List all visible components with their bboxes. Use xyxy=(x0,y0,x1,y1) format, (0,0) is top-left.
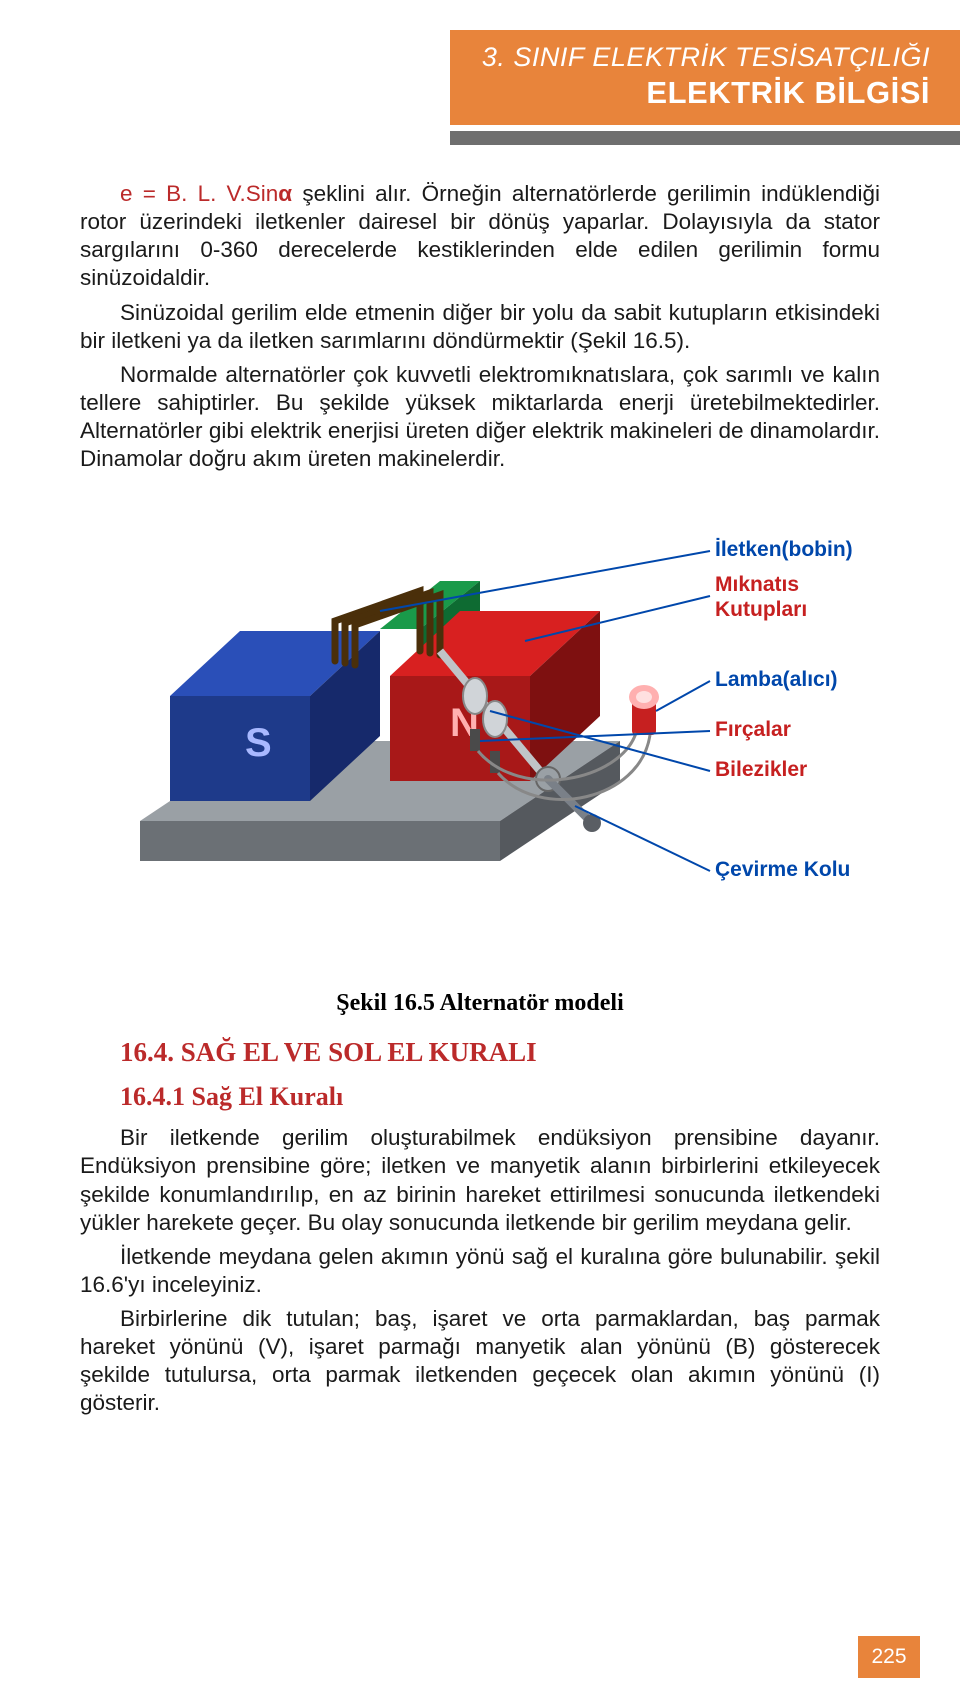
svg-text:S: S xyxy=(245,721,272,765)
page-number: 225 xyxy=(858,1636,920,1678)
page-header: 3. SINIF ELEKTRİK TESİSATÇILIĞI ELEKTRİK… xyxy=(450,30,960,145)
formula-expression: e = B. L. V.Sinα xyxy=(120,181,292,206)
callout-fircalar: Fırçalar xyxy=(715,718,791,741)
paragraph-6: Birbirlerine dik tutulan; baş, işaret ve… xyxy=(80,1305,880,1418)
callout-miknatislar-2: Kutupları xyxy=(715,598,807,621)
page-content: e = B. L. V.Sinα şeklini alır. Örneğin a… xyxy=(80,180,880,1424)
figure-alternator: S N xyxy=(80,501,880,966)
header-title: ELEKTRİK BİLGİSİ xyxy=(480,75,930,111)
callout-kol: Çevirme Kolu xyxy=(715,858,850,881)
paragraph-3: Normalde alternatörler çok kuvvetli elek… xyxy=(80,361,880,474)
paragraph-4: Bir iletkende gerilim oluşturabilmek end… xyxy=(80,1124,880,1237)
section-heading-16-4: 16.4. SAĞ EL VE SOL EL KURALI xyxy=(80,1037,880,1068)
callout-miknatislar-1: Mıknatıs xyxy=(715,573,799,596)
paragraph-2: Sinüzoidal gerilim elde etmenin diğer bi… xyxy=(80,299,880,355)
paragraph-5: İletkende meydana gelen akımın yönü sağ … xyxy=(80,1243,880,1299)
paragraph-formula: e = B. L. V.Sinα şeklini alır. Örneğin a… xyxy=(80,180,880,293)
page-number-value: 225 xyxy=(871,1645,906,1669)
formula-suffix: şeklini alır. xyxy=(292,181,411,206)
header-subtitle: 3. SINIF ELEKTRİK TESİSATÇILIĞI xyxy=(480,42,930,73)
figure-caption: Şekil 16.5 Alternatör modeli xyxy=(80,990,880,1017)
header-title-box: 3. SINIF ELEKTRİK TESİSATÇILIĞI ELEKTRİK… xyxy=(450,30,960,125)
subsection-heading-16-4-1: 16.4.1 Sağ El Kuralı xyxy=(80,1082,880,1112)
callout-lamba: Lamba(alıcı) xyxy=(715,668,838,691)
callout-bobin: İletken(bobin) xyxy=(715,538,853,561)
alternator-diagram: S N xyxy=(80,501,880,961)
header-divider xyxy=(450,131,960,145)
callout-bilezikler: Bilezikler xyxy=(715,758,807,781)
